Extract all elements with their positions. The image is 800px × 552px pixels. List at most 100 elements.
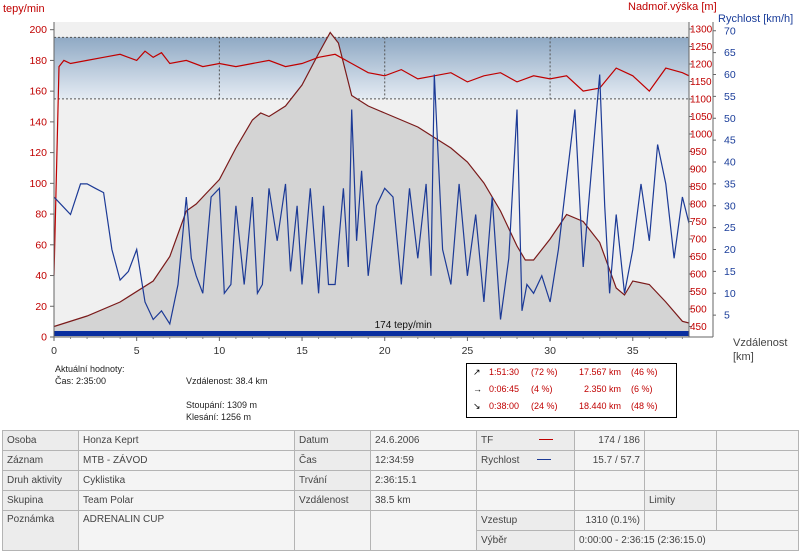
grid-lines [54, 36, 689, 100]
distance-tick-label: 10 [214, 345, 226, 357]
time-value: 12:34:59 [370, 450, 477, 471]
axes: 0204060801001201401601802004505005506006… [29, 22, 736, 357]
segment-distance-pct: (48 %) [631, 401, 658, 411]
hr-tick-label: 140 [29, 116, 47, 128]
limits-label: Limity [644, 490, 717, 511]
altitude-tick-label: 1250 [690, 42, 713, 53]
hr-tick-label: 200 [29, 24, 47, 36]
hr-tick-label: 80 [35, 209, 47, 221]
altitude-tick-label: 750 [690, 217, 707, 228]
record-label: Záznam [2, 450, 79, 471]
distance-axis-label: Vzdálenost [733, 337, 788, 349]
distance-label: Vzdálenost [294, 490, 371, 511]
speed-legend: Rychlost [476, 450, 575, 471]
speed-line [53, 74, 690, 326]
hr-tick-label: 120 [29, 147, 47, 159]
segment-time-pct: (24 %) [531, 401, 558, 411]
altitude-axis-label: Nadmoř.výška [m] [628, 1, 717, 13]
altitude-area [54, 32, 689, 337]
hr-value: 174 / 186 [574, 430, 645, 451]
segment-time: 1:51:30 [489, 367, 520, 377]
duration-value: 2:36:15.1 [370, 470, 477, 491]
distance-tick-label: 25 [462, 345, 474, 357]
downhill-arrow-icon: ↘ [473, 401, 481, 411]
speed-tick-label: 65 [724, 47, 736, 59]
hr-tick-label: 40 [35, 270, 47, 282]
distance-tick-label: 20 [379, 345, 391, 357]
altitude-tick-label: 600 [690, 270, 707, 281]
segment-distance-pct: (6 %) [631, 384, 653, 394]
altitude-tick-label: 900 [690, 165, 707, 176]
distance-tick-label: 5 [134, 345, 140, 357]
altitude-tick-label: 1100 [690, 95, 712, 106]
person-label: Osoba [2, 430, 79, 451]
speed-legend-swatch [537, 459, 552, 460]
speed-tick-label: 50 [724, 113, 736, 125]
empty-cell [644, 470, 717, 491]
speed-tick-label: 10 [724, 288, 736, 300]
empty-cell [716, 490, 799, 511]
distance-value: 38.5 km [370, 490, 477, 511]
hr-tick-label: 160 [29, 86, 47, 98]
date-value: 24.6.2006 [370, 430, 477, 451]
distance-tick-label: 35 [627, 345, 639, 357]
empty-cell [644, 450, 717, 471]
empty-cell [716, 430, 799, 451]
selection-label: Výběr [476, 530, 575, 551]
speed-legend-label: Rychlost [481, 455, 520, 466]
segment-distance: 17.567 km [579, 367, 622, 377]
total-climb: Stoupání: 1309 m [186, 400, 258, 410]
hr-tick-label: 0 [41, 332, 47, 344]
hr-zone-band [54, 37, 689, 99]
distance-tick-label: 0 [51, 345, 57, 357]
altitude-tick-label: 650 [690, 252, 707, 263]
person-value: Honza Keprt [78, 430, 295, 451]
time-label: Čas [294, 450, 371, 471]
distance-tick-label: 15 [296, 345, 308, 357]
altitude-tick-label: 500 [690, 305, 707, 316]
duration-label: Trvání [294, 470, 371, 491]
session-details-table: Osoba Honza Keprt Datum 24.6.2006 TF 174… [2, 430, 799, 551]
ascent-value: 1310 (0.1%) [574, 510, 645, 531]
segment-time-pct: (4 %) [531, 384, 553, 394]
uphill-arrow-icon: ↗ [473, 367, 481, 377]
total-descent: Klesání: 1256 m [186, 412, 252, 422]
empty-cell [574, 490, 645, 511]
segment-summary-box: ↗ 1:51:30 (72 %) 17.567 km (46 %) → 0:06… [466, 363, 677, 418]
segment-distance: 18.440 km [579, 401, 622, 411]
empty-cell [370, 510, 477, 551]
hr-tick-label: 100 [29, 178, 47, 190]
note-label: Poznámka [2, 510, 79, 551]
altitude-tick-label: 700 [690, 235, 707, 246]
hr-legend: TF [476, 430, 575, 451]
empty-cell [716, 450, 799, 471]
speed-tick-label: 45 [724, 135, 736, 147]
altitude-tick-label: 1000 [690, 130, 713, 141]
hr-tick-label: 60 [35, 239, 47, 251]
empty-cell [644, 510, 717, 531]
distance-tick-label: 30 [544, 345, 556, 357]
average-hr-bar: 174 tepy/min [54, 320, 689, 336]
empty-cell [716, 510, 799, 531]
altitude-tick-label: 950 [690, 147, 707, 158]
empty-cell [644, 430, 717, 451]
altitude-tick-label: 1050 [690, 112, 713, 123]
hr-tick-label: 20 [35, 301, 47, 313]
speed-tick-label: 35 [724, 178, 736, 190]
speed-tick-label: 25 [724, 222, 736, 234]
date-label: Datum [294, 430, 371, 451]
segment-time: 0:38:00 [489, 401, 520, 411]
hr-legend-label: TF [481, 435, 494, 446]
speed-tick-label: 15 [724, 266, 736, 278]
note-value: ADRENALIN CUP [78, 510, 295, 551]
hr-axis-label: tepy/min [3, 3, 45, 15]
empty-cell [476, 470, 575, 491]
speed-tick-label: 30 [724, 200, 736, 212]
altitude-series [53, 31, 690, 337]
current-time: Čas: 2:35:00 [55, 376, 107, 386]
altitude-tick-label: 450 [690, 322, 707, 333]
altitude-tick-label: 550 [690, 287, 707, 298]
empty-cell [716, 470, 799, 491]
training-chart: 174 tepy/min 020406080100120140160180200… [29, 22, 736, 357]
speed-tick-label: 70 [724, 25, 736, 37]
